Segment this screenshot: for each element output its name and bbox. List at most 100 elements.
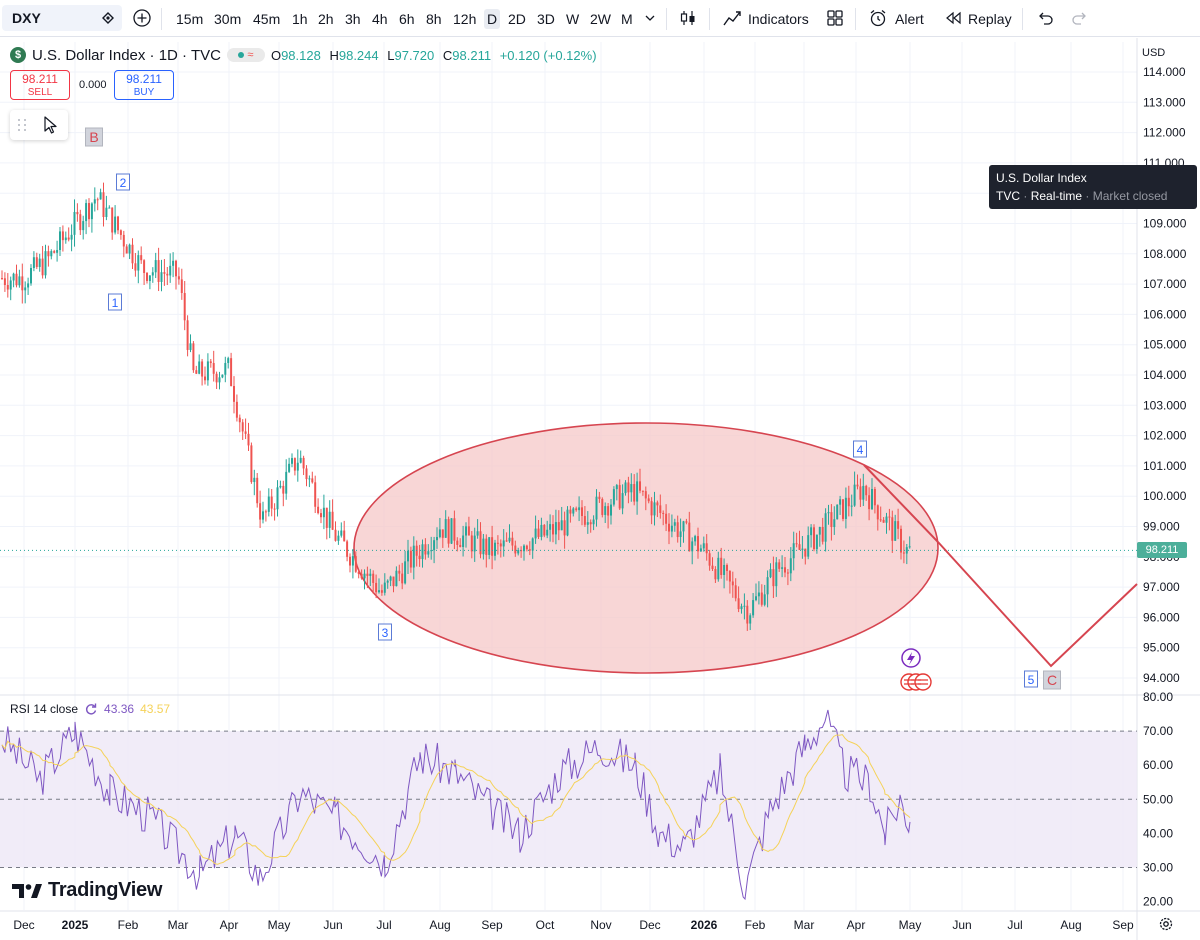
tooltip-market-status: Market closed <box>1092 189 1168 203</box>
symbol-search-box[interactable]: DXY <box>2 5 122 31</box>
candle-down <box>41 258 44 276</box>
refresh-icon[interactable] <box>84 702 98 716</box>
candle-down <box>259 503 262 520</box>
candle-down <box>320 513 322 518</box>
timeframe-1d[interactable]: D <box>484 9 501 29</box>
candle-up <box>296 462 299 471</box>
timeframe-2h[interactable]: 2h <box>318 11 334 27</box>
gear-icon[interactable] <box>1158 916 1174 932</box>
drag-handle-icon[interactable] <box>17 117 27 133</box>
candle-up <box>836 504 839 520</box>
candle-up <box>383 582 386 593</box>
candle-up <box>44 251 47 276</box>
symbol-name: DXY <box>12 10 41 26</box>
candle-up <box>691 541 694 552</box>
candle-up <box>766 577 769 595</box>
candle-up <box>818 526 821 535</box>
time-axis-label: May <box>268 918 291 932</box>
timeframe-6h[interactable]: 6h <box>399 11 415 27</box>
candle-up <box>253 477 256 483</box>
candle-down <box>557 522 560 531</box>
timeframe-2d[interactable]: 2D <box>508 11 526 27</box>
indicators-button[interactable]: Indicators <box>748 11 809 27</box>
candle-down <box>720 557 723 575</box>
time-axis-label: Jun <box>952 918 971 932</box>
candle-down <box>734 585 737 599</box>
tradingview-mark-icon <box>12 883 42 898</box>
time-axis-label: Apr <box>220 918 239 932</box>
alarm-clock-icon[interactable] <box>868 8 888 28</box>
close-value: 98.211 <box>452 47 492 63</box>
timeframe-2w[interactable]: 2W <box>590 11 611 27</box>
candle-down <box>795 543 798 545</box>
candle-down <box>398 570 401 574</box>
price-axis-label: 113.000 <box>1143 95 1186 109</box>
open-label: O <box>270 47 282 63</box>
candle-down <box>528 549 531 551</box>
candle-down <box>88 203 90 220</box>
timeframe-12h[interactable]: 12h <box>453 11 477 27</box>
candle-up <box>827 512 830 514</box>
indicators-icon[interactable] <box>722 8 742 28</box>
timeframe-1m[interactable]: M <box>621 11 633 27</box>
floating-toolbar <box>10 110 68 140</box>
candle-down <box>157 260 160 283</box>
alert-button[interactable]: Alert <box>895 11 924 27</box>
timeframe-3d[interactable]: 3D <box>537 11 555 27</box>
candle-up <box>586 522 589 525</box>
buy-button[interactable]: 98.211 BUY <box>114 70 174 100</box>
candle-up <box>839 499 842 505</box>
currency-selector[interactable]: USD <box>1142 47 1166 59</box>
candle-down <box>514 545 517 554</box>
candle-up <box>154 260 157 273</box>
candle-up <box>12 273 15 281</box>
replay-button[interactable]: Replay <box>968 11 1012 27</box>
undo-icon[interactable] <box>1035 8 1055 28</box>
timeframe-1w[interactable]: W <box>566 11 580 27</box>
candle-up <box>615 485 618 490</box>
layouts-grid-icon[interactable] <box>825 8 845 28</box>
timeframe-3h[interactable]: 3h <box>345 11 361 27</box>
symbol-search-icon[interactable] <box>100 10 116 26</box>
candle-down <box>102 192 105 217</box>
candle-down <box>35 257 38 267</box>
candle-up <box>351 556 354 566</box>
economic-events <box>900 648 932 691</box>
timeframe-15m[interactable]: 15m <box>176 11 204 27</box>
candle-down <box>212 363 215 374</box>
redo-icon[interactable] <box>1070 8 1090 28</box>
chart-title[interactable]: U.S. Dollar Index · 1D · TVC <box>32 46 221 64</box>
candle-up <box>673 522 676 526</box>
timeframe-30m[interactable]: 30m <box>214 11 242 27</box>
price-axis-label: 112.000 <box>1143 126 1186 140</box>
candle-down <box>453 518 456 541</box>
wave-tag-c: C <box>1047 672 1057 688</box>
replay-icon[interactable] <box>943 8 963 28</box>
candle-down <box>847 497 850 507</box>
add-symbol-icon[interactable] <box>132 8 152 28</box>
candle-down <box>447 519 450 544</box>
candle-up <box>482 538 485 555</box>
timeframe-45m[interactable]: 45m <box>253 11 281 27</box>
candle-down <box>697 536 699 552</box>
candle-up <box>299 457 302 463</box>
tradingview-logo[interactable]: TradingView <box>12 879 162 902</box>
candle-up <box>308 478 311 480</box>
visibility-badge[interactable]: ≈ <box>226 48 265 62</box>
candle-up <box>630 484 633 493</box>
rsi-label[interactable]: RSI 14 close <box>10 702 79 716</box>
sell-button[interactable]: 98.211 SELL <box>10 70 70 100</box>
cursor-arrow-icon[interactable] <box>42 115 58 135</box>
candlestick-chart-icon[interactable] <box>678 8 698 28</box>
candle-down <box>737 598 740 610</box>
candle-down <box>175 260 177 277</box>
candle-down <box>746 605 749 624</box>
price-axis-label: 100.000 <box>1143 489 1187 503</box>
candle-down <box>96 199 99 201</box>
chevron-down-icon[interactable] <box>643 8 657 28</box>
timeframe-8h[interactable]: 8h <box>426 11 442 27</box>
timeframe-4h[interactable]: 4h <box>372 11 388 27</box>
timeframe-1h[interactable]: 1h <box>292 11 308 27</box>
candle-down <box>183 293 186 321</box>
time-axis-label: Oct <box>536 918 555 932</box>
